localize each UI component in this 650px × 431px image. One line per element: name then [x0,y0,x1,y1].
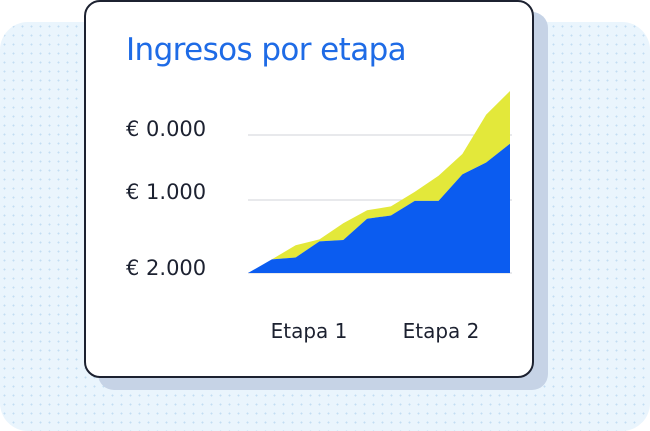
y-tick-label: € 1.000 [126,180,206,204]
y-axis-ticks: € 0.000 € 1.000 € 2.000 [126,117,206,280]
chart-title: Ingresos por etapa [126,32,407,68]
x-tick-label: Etapa 2 [403,319,480,343]
y-tick-label: € 2.000 [126,256,206,280]
series-primary-area [248,143,510,273]
x-axis-ticks: Etapa 1 Etapa 2 [271,319,480,343]
x-tick-label: Etapa 1 [271,319,348,343]
y-tick-label: € 0.000 [126,117,206,141]
